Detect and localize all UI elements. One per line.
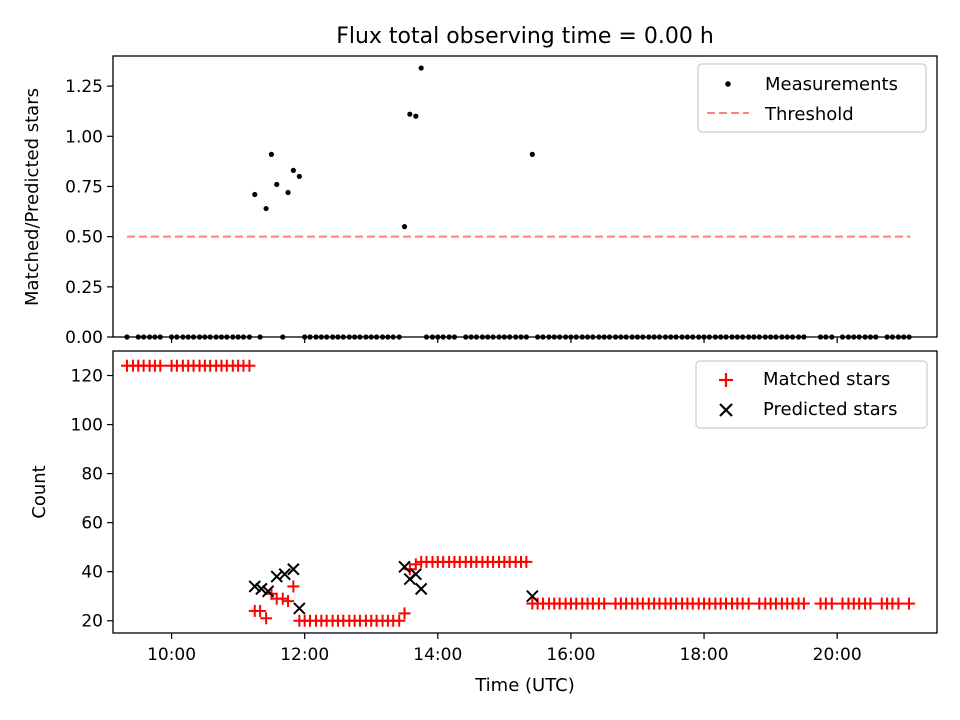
predicted-star-marker <box>278 567 291 581</box>
top-y-tick-label: 1.25 <box>65 77 103 97</box>
matched-star-marker <box>892 597 905 610</box>
predicted-star-b <box>293 602 306 615</box>
matched-star-marker <box>598 597 611 610</box>
predicted-star-b <box>409 567 423 581</box>
matched-star-marker <box>742 597 755 610</box>
bottom-panel: 20 40 60 80 100 120 10:00 12:00 14:00 16:00 18:00 2… <box>29 350 938 696</box>
measurement-point <box>296 173 302 180</box>
matched-star-marker <box>393 614 406 627</box>
top-legend-box <box>697 63 927 133</box>
bottom-y-tick-label: 60 <box>81 514 103 534</box>
predicted-star-b <box>287 563 300 576</box>
matched-stars-legend-marker <box>719 373 733 387</box>
matched-star-marker <box>520 555 533 568</box>
measurement-point <box>529 151 535 157</box>
legend-predicted-label: Predicted stars <box>763 399 897 420</box>
bottom-x-tick-label: 16:00 <box>546 645 595 665</box>
top-y-axis-label: Matched/Predicted stars <box>22 88 43 306</box>
top-y-tick-label: 1.00 <box>65 127 103 147</box>
bottom-y-tick-label: 120 <box>71 367 103 387</box>
predicted-star-marker <box>270 570 283 583</box>
predicted-star-marker <box>248 580 261 593</box>
top-legend: Measurements Threshold <box>697 63 927 133</box>
predicted-star-b <box>261 585 275 598</box>
bottom-y-tick-label: 20 <box>81 612 103 632</box>
top-panel: 0.00 0.25 0.50 0.75 1.00 1.25 Matched/Predict… <box>22 55 938 348</box>
legend-threshold-label: Threshold <box>764 104 854 125</box>
top-y-tick-label: 0.00 <box>65 328 103 348</box>
top-y-tick-label: 0.25 <box>65 278 103 298</box>
bottom-legend: Matched stars Predicted stars <box>695 360 928 429</box>
matched-star-marker <box>825 597 838 610</box>
predicted-stars-legend-marker <box>719 403 733 417</box>
predicted-star-b <box>398 560 411 573</box>
matched-star-marker <box>903 597 916 610</box>
measurement-point <box>285 189 291 196</box>
top-axes-frame <box>112 55 938 338</box>
measurement-point <box>401 224 408 230</box>
legend-measurements-label: Measurements <box>765 74 898 95</box>
matched-star-marker <box>398 607 411 620</box>
predicted-star-marker <box>287 563 300 576</box>
matched-star-marker <box>254 604 267 617</box>
measurement-point <box>252 191 258 198</box>
measurement-point <box>413 113 419 119</box>
matched-star-marker <box>260 612 273 625</box>
matched-star-marker <box>276 592 289 605</box>
measurement-point <box>418 65 424 71</box>
measurement-point <box>268 151 275 157</box>
bottom-x-tick-label: 12:00 <box>280 645 329 665</box>
top-y-tick-label: 0.50 <box>65 228 103 248</box>
measurements-legend-marker <box>725 81 731 87</box>
matched-star-marker <box>864 597 877 610</box>
bottom-x-tick-label: 10:00 <box>147 645 196 665</box>
predicted-star-b <box>270 570 283 583</box>
predicted-star-marker <box>255 582 268 596</box>
matched-star-marker <box>409 558 422 571</box>
x-axis-label: Time (UTC) <box>474 675 575 696</box>
measurement-point <box>263 205 269 212</box>
matched-star-marker <box>243 359 256 372</box>
predicted-star-b <box>414 582 428 596</box>
predicted-star-b <box>278 567 291 581</box>
bottom-x-tick-label: 20:00 <box>813 645 862 665</box>
predicted-star-b <box>255 582 268 596</box>
matched-star-marker <box>154 359 167 372</box>
matched-star-marker <box>282 595 295 608</box>
predicted-star-marker <box>293 602 306 615</box>
chart-title: Flux total observing time = 0.00 h <box>336 24 714 49</box>
bottom-y-tick-label: 80 <box>81 465 103 485</box>
matched-star-marker <box>287 580 300 593</box>
bottom-x-tick-label: 14:00 <box>413 645 462 665</box>
predicted-star-marker <box>261 585 275 598</box>
measurement-point <box>274 181 280 188</box>
bottom-legend-box <box>695 360 928 429</box>
bottom-x-tick-label: 18:00 <box>680 645 729 665</box>
predicted-star-marker <box>398 560 411 573</box>
predicted-star-marker <box>526 590 539 603</box>
predicted-star-marker <box>414 582 428 596</box>
legend-matched-label: Matched stars <box>763 369 890 390</box>
bottom-y-tick-label: 40 <box>81 563 103 583</box>
matched-star-marker <box>797 597 810 610</box>
bottom-y-axis-label: Count <box>29 465 50 518</box>
measurement-point <box>290 167 296 174</box>
predicted-star-b <box>526 590 539 603</box>
measurement-point <box>407 111 413 117</box>
bottom-axes-frame <box>112 350 938 634</box>
predicted-star-marker <box>409 567 423 581</box>
bottom-y-tick-label: 100 <box>71 416 103 436</box>
top-y-tick-label: 0.75 <box>65 177 103 197</box>
predicted-star-b <box>248 580 261 593</box>
